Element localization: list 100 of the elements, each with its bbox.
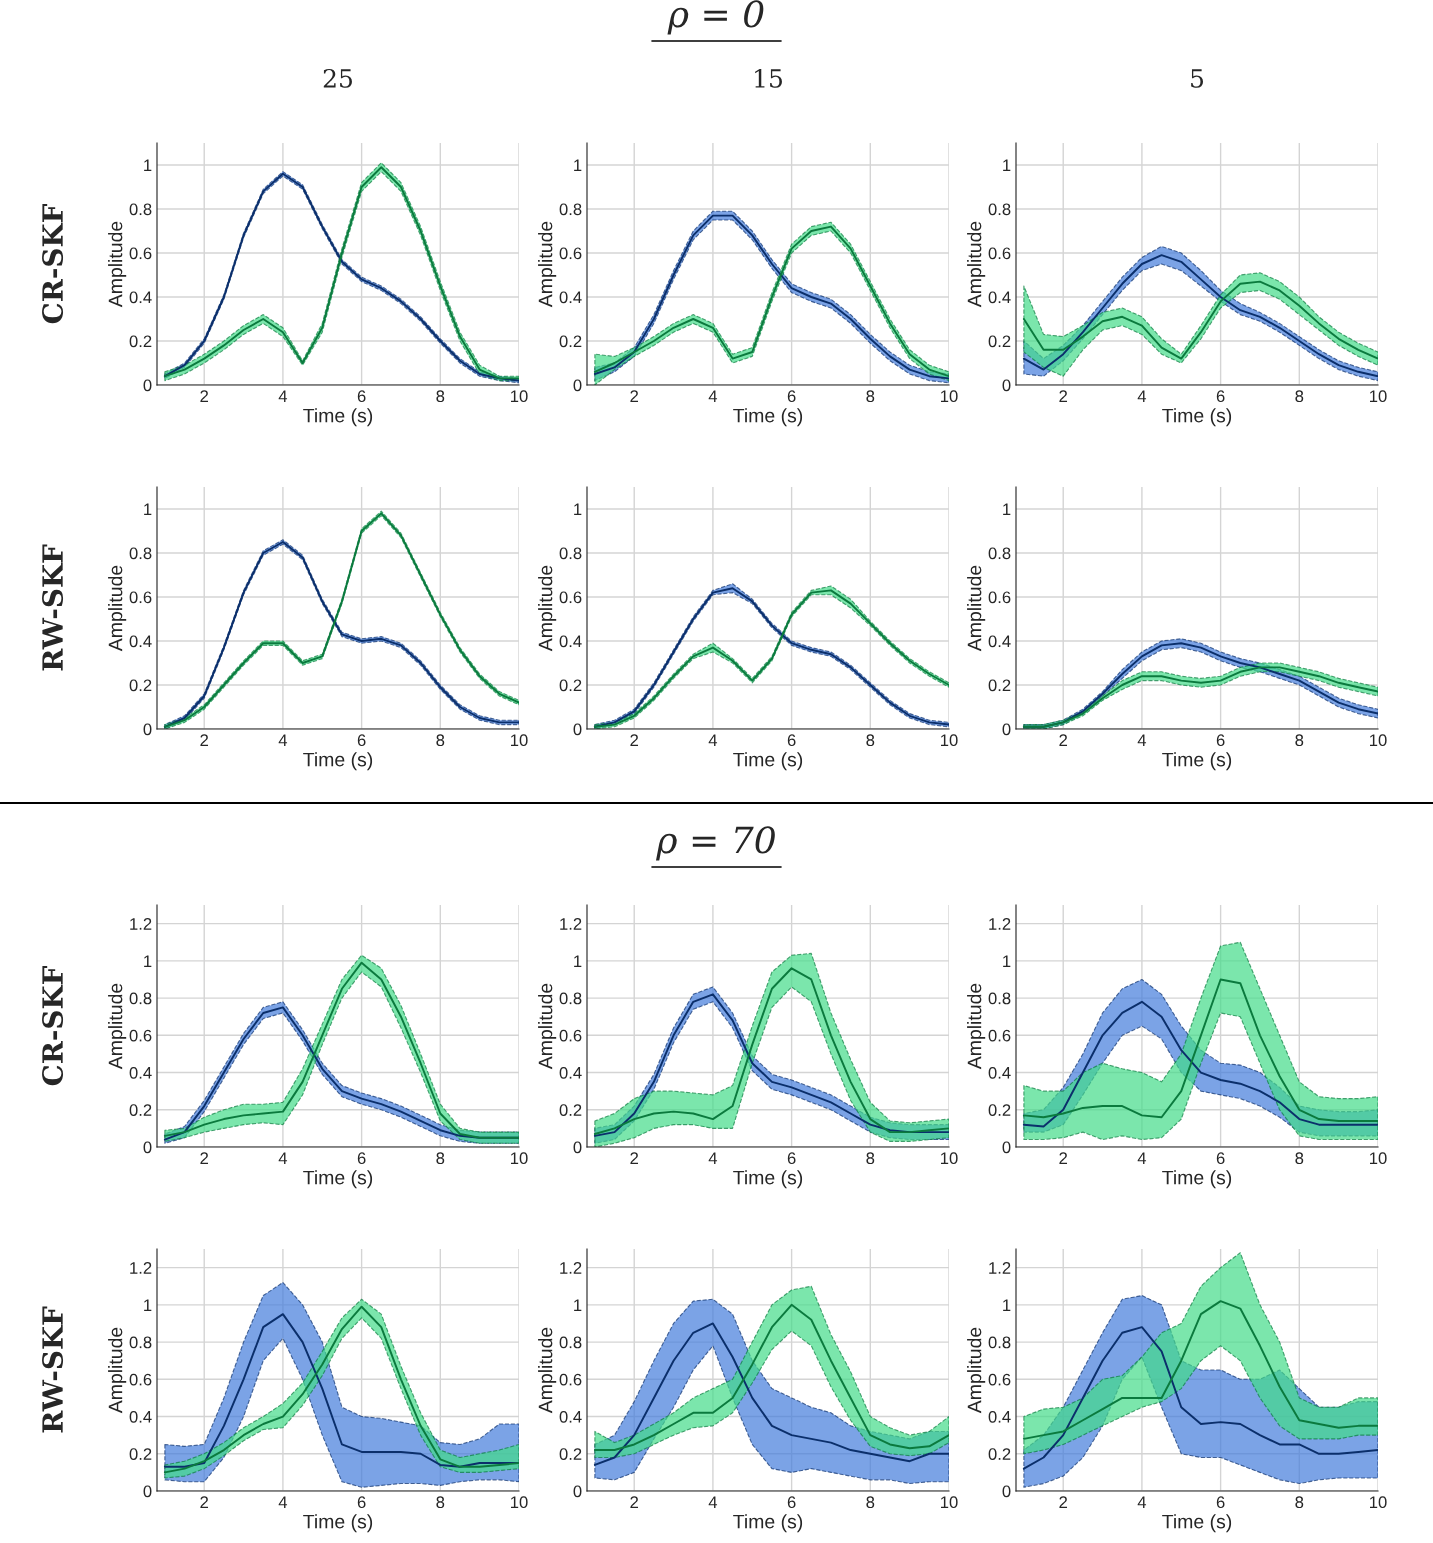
y-tick-label: 0	[1002, 723, 1011, 736]
x-tick-label: 10	[511, 734, 528, 747]
x-tick-label: 8	[1295, 1496, 1304, 1509]
y-axis-title: Amplitude	[108, 983, 127, 1070]
x-tick-label: 4	[278, 390, 288, 402]
y-tick-label: 1	[574, 503, 582, 516]
y-tick-label: 0.8	[129, 992, 152, 1005]
y-tick-label: 0.2	[129, 335, 152, 348]
y-axis-title: Amplitude	[538, 565, 557, 652]
chart-title: 5	[1191, 69, 1204, 88]
x-axis-title: Time (s)	[733, 1514, 803, 1533]
y-tick-label: 0.8	[988, 1336, 1011, 1349]
x-axis-title: Time (s)	[1162, 1514, 1232, 1533]
y-tick-label: 0.2	[559, 679, 582, 692]
y-tick-label: 1.2	[560, 918, 582, 930]
x-tick-label: 4	[278, 734, 288, 746]
x-tick-label: 10	[941, 1496, 958, 1509]
x-axis-title: Time (s)	[1162, 1170, 1232, 1189]
x-tick-label: 8	[866, 1152, 875, 1165]
y-tick-label: 0.2	[988, 335, 1011, 348]
x-tick-label: 10	[941, 734, 958, 747]
y-tick-label: 0.6	[129, 591, 152, 604]
y-tick-label: 0	[1002, 379, 1011, 392]
y-tick-label: 0.8	[988, 203, 1011, 216]
y-tick-label: 0.8	[129, 203, 152, 216]
x-tick-label: 2	[1059, 734, 1068, 746]
y-tick-label: 1	[144, 1299, 152, 1311]
y-tick-label: 0.8	[988, 992, 1011, 1005]
x-tick-label: 8	[866, 390, 875, 403]
x-tick-label: 8	[1295, 390, 1304, 403]
x-tick-label: 10	[941, 1152, 958, 1165]
x-tick-label: 10	[511, 1152, 528, 1165]
y-tick-label: 0.8	[559, 547, 582, 560]
x-tick-label: 2	[630, 390, 639, 402]
x-axis-title: Time (s)	[1162, 408, 1232, 427]
x-tick-label: 4	[708, 390, 718, 402]
x-tick-label: 8	[866, 1496, 875, 1509]
x-tick-label: 6	[357, 1496, 366, 1509]
x-tick-label: 8	[866, 734, 875, 747]
y-tick-label: 1.2	[560, 1262, 582, 1274]
y-axis-title: Amplitude	[538, 1327, 557, 1414]
text: RW-SKF	[42, 544, 64, 671]
x-tick-label: 4	[1137, 390, 1147, 402]
y-axis-title: Amplitude	[108, 1327, 127, 1414]
y-tick-label: 0.4	[559, 1066, 582, 1079]
x-tick-label: 6	[1216, 390, 1225, 403]
text: ρ = 70	[655, 826, 775, 861]
x-tick-label: 2	[200, 1152, 209, 1164]
y-tick-label: 1	[144, 955, 152, 967]
y-axis-title: Amplitude	[108, 565, 127, 652]
y-tick-label: 1	[574, 159, 582, 172]
x-tick-label: 2	[630, 734, 639, 746]
y-tick-label: 0.8	[559, 203, 582, 216]
y-tick-label: 0.4	[988, 291, 1011, 304]
y-tick-label: 0.6	[559, 1373, 582, 1386]
y-axis-title: Amplitude	[967, 1327, 986, 1414]
x-tick-label: 4	[1137, 1152, 1147, 1164]
text: ρ = 0	[667, 0, 764, 35]
y-tick-label: 0	[573, 723, 582, 736]
x-tick-label: 10	[1370, 734, 1387, 747]
x-axis-title: Time (s)	[733, 1170, 803, 1189]
y-tick-label: 0.6	[988, 1373, 1011, 1386]
y-tick-label: 0	[143, 1141, 152, 1154]
y-tick-label: 1.2	[989, 918, 1011, 930]
y-tick-label: 0.2	[559, 1104, 582, 1116]
x-axis-title: Time (s)	[1162, 752, 1232, 771]
x-tick-label: 2	[200, 390, 209, 402]
x-tick-label: 6	[1216, 734, 1225, 747]
x-tick-label: 10	[1370, 390, 1387, 403]
y-tick-label: 0.6	[129, 1373, 152, 1386]
y-tick-label: 1	[1003, 1299, 1011, 1311]
y-tick-label: 0.8	[559, 1336, 582, 1349]
y-tick-label: 0.4	[988, 1410, 1011, 1423]
y-tick-label: 0.2	[988, 679, 1011, 692]
y-axis-title: Amplitude	[108, 221, 127, 308]
y-tick-label: 0.2	[129, 1448, 152, 1460]
y-tick-label: 0.8	[129, 1336, 152, 1349]
x-axis-title: Time (s)	[733, 752, 803, 771]
y-tick-label: 0.4	[988, 635, 1011, 648]
text: RW-SKF	[42, 1306, 64, 1433]
y-tick-label: 0	[143, 1485, 152, 1498]
x-tick-label: 8	[1295, 734, 1304, 747]
x-tick-label: 2	[630, 1152, 639, 1164]
x-tick-label: 4	[708, 1496, 718, 1508]
x-tick-label: 10	[511, 390, 528, 403]
y-tick-label: 0.2	[559, 1448, 582, 1460]
y-tick-label: 1	[1003, 503, 1011, 516]
x-axis-title: Time (s)	[303, 1514, 373, 1533]
y-tick-label: 0	[1002, 1141, 1011, 1154]
y-tick-label: 0.6	[559, 591, 582, 604]
x-tick-label: 4	[278, 1152, 288, 1164]
x-tick-label: 6	[1216, 1496, 1225, 1509]
y-tick-label: 1	[144, 159, 152, 172]
y-axis-title: Amplitude	[538, 983, 557, 1070]
x-tick-label: 2	[1059, 1152, 1068, 1164]
x-tick-label: 6	[1216, 1152, 1225, 1165]
y-tick-label: 0	[573, 1485, 582, 1498]
y-tick-label: 1.2	[989, 1262, 1011, 1274]
x-tick-label: 2	[200, 734, 209, 746]
y-tick-label: 0.4	[988, 1066, 1011, 1079]
